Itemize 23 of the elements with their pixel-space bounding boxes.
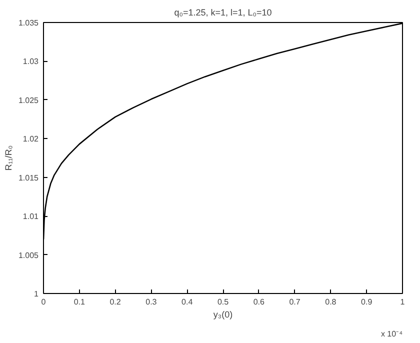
y-tick-label: 1.03 [22,57,40,66]
x-tick-label: 0.2 [110,298,122,306]
x-tick-label: 0.8 [325,298,337,306]
x-tick-label: 0.6 [253,298,266,306]
y-tick-label: 1.01 [22,212,40,222]
x-tick-label: 0.7 [289,298,301,306]
x-tick-label: 0.5 [217,298,230,306]
x-tick-label: 0.3 [146,298,158,306]
y-tick-label: 1.005 [18,250,40,260]
x-tick-label: 1 [400,298,406,306]
y-tick-label: 1.02 [22,134,40,144]
x-tick-label: 0.9 [361,298,373,306]
y-tick-label: 1 [34,290,40,298]
y-tick-label: 1.025 [18,96,40,105]
x-tick-label: 0 [41,298,46,306]
x-tick-label: 0.1 [74,298,86,306]
chart-title: q₀=1.25, k=1, l=1, L₀=10 [174,8,272,18]
x-tick-label: 0.4 [182,298,194,306]
y-tick-label: 1.035 [18,18,40,28]
y-tick-label: 1.015 [18,173,40,182]
x-axis-title: y₃(0) [213,310,233,320]
y-axis-title: R₁₁/R₀ [3,145,14,171]
text: x 10⁻⁴ [380,330,404,338]
